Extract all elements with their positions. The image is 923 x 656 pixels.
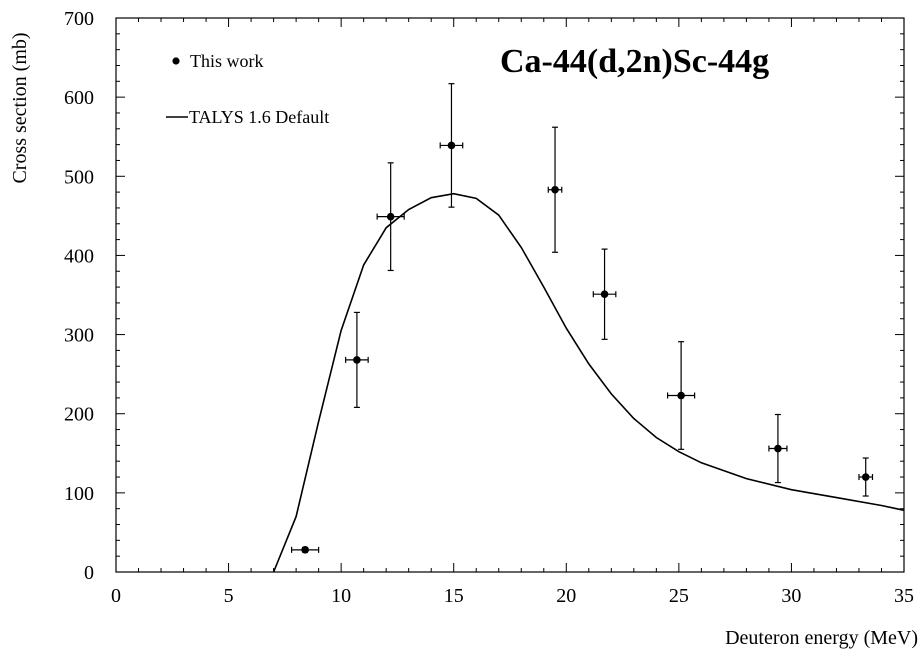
y-tick-label: 0 [84,562,94,584]
x-tick-labels: 0 5 10 15 20 25 30 35 [111,585,914,607]
legend-label-talys: TALYS 1.6 Default [189,107,329,127]
data-point [447,141,456,150]
legend: This work TALYS 1.6 Default [166,51,329,127]
talys-line-path [272,192,905,573]
data-point [677,391,685,400]
x-tick-label: 10 [331,585,351,607]
data-point [353,356,361,364]
axis-ticks [115,17,905,573]
legend-label-this-work: This work [190,51,264,71]
x-tick-label: 0 [111,585,121,607]
y-tick-label: 500 [64,166,94,188]
y-tick-labels: 0 100 200 300 400 500 600 700 [64,8,94,584]
x-tick-label: 20 [556,585,576,607]
data-point [600,290,609,299]
talys-curve [272,192,905,573]
legend-marker-this-work [172,57,180,65]
chart-title: Ca-44(d,2n)Sc-44g [500,43,769,80]
y-tick-label: 300 [64,325,94,347]
y-tick-label: 600 [64,87,94,109]
experimental-points [291,83,874,554]
plot-frame [115,17,905,573]
y-axis-title: Cross section (mb) [9,32,31,183]
y-tick-label: 400 [64,245,94,267]
x-tick-label: 25 [669,585,689,607]
x-tick-label: 5 [224,585,234,607]
data-point [551,185,559,194]
x-tick-label: 15 [444,585,464,607]
x-tick-label: 35 [894,585,914,607]
y-tick-label: 700 [64,8,94,30]
data-point [861,473,870,481]
x-tick-label: 30 [781,585,801,607]
data-point [386,212,395,221]
data-point [774,444,782,453]
y-tick-label: 100 [64,483,94,505]
x-axis-title: Deuteron energy (MeV) [725,627,918,649]
y-tick-label: 200 [64,404,94,426]
data-point [301,546,309,554]
